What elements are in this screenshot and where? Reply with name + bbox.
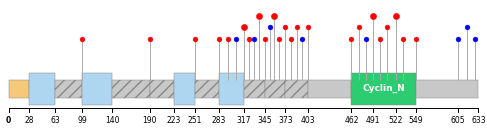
Bar — [285, 80, 308, 98]
Text: 522: 522 — [389, 116, 403, 125]
Bar — [9, 80, 29, 98]
Bar — [9, 80, 478, 98]
Text: 462: 462 — [344, 116, 359, 125]
Text: 403: 403 — [300, 116, 315, 125]
Bar — [244, 80, 264, 98]
Text: 223: 223 — [167, 116, 181, 125]
Bar — [112, 80, 150, 98]
Bar — [264, 80, 285, 98]
Text: 605: 605 — [450, 116, 465, 125]
Text: 0: 0 — [6, 116, 11, 125]
Bar — [219, 73, 244, 105]
Bar — [195, 80, 219, 98]
Text: 491: 491 — [366, 116, 380, 125]
Text: 283: 283 — [211, 116, 226, 125]
Text: 99: 99 — [77, 116, 87, 125]
Text: 633: 633 — [471, 116, 486, 125]
Text: 549: 549 — [409, 116, 423, 125]
Text: 317: 317 — [237, 116, 251, 125]
Bar — [82, 73, 112, 105]
Text: 251: 251 — [187, 116, 202, 125]
Bar — [29, 73, 56, 105]
Text: 190: 190 — [142, 116, 157, 125]
Bar — [352, 73, 416, 105]
Text: 345: 345 — [257, 116, 272, 125]
Bar — [174, 73, 195, 105]
Text: Cyclin_N: Cyclin_N — [362, 84, 405, 93]
Text: 140: 140 — [105, 116, 120, 125]
Bar — [150, 80, 174, 98]
Text: 28: 28 — [25, 116, 34, 125]
Text: 63: 63 — [51, 116, 60, 125]
Text: 373: 373 — [278, 116, 293, 125]
Bar — [56, 80, 82, 98]
Bar — [416, 80, 478, 98]
Bar — [308, 80, 352, 98]
